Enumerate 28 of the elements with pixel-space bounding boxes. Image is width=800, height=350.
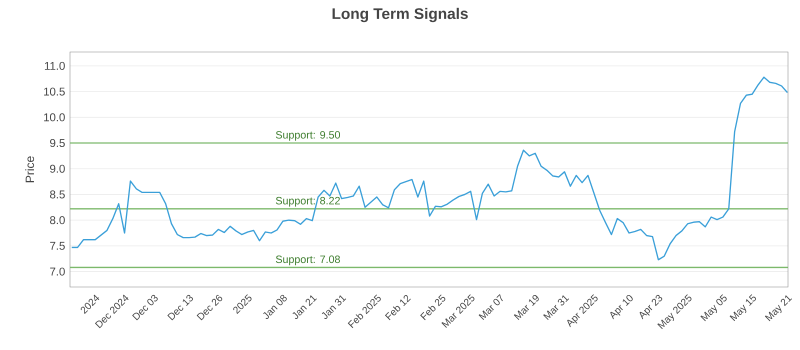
y-tick-label: 9.0: [50, 164, 65, 173]
x-tick-label: Dec 26: [196, 294, 222, 320]
y-tick-label: 7.5: [50, 242, 65, 250]
y-tick-label: 10.0: [44, 113, 65, 122]
x-tick-label: Jan 21: [292, 295, 317, 320]
x-tick-label: Feb 12: [384, 295, 411, 320]
y-tick-label: 11.0: [44, 62, 65, 70]
x-tick-label: Jan 08: [263, 294, 287, 320]
x-tick-label: Mar 07: [478, 294, 503, 320]
ref-line-label: Support: 8.22: [276, 196, 340, 207]
x-tick-label: Apr 23: [640, 294, 662, 320]
x-tick-label: Mar 19: [514, 295, 539, 320]
x-tick-label: May 15: [730, 294, 756, 322]
x-tick-label: Feb 25: [420, 294, 446, 320]
y-tick-label: 7.0: [50, 268, 65, 276]
x-tick-label: Dec 03: [132, 294, 158, 320]
x-tick-label: Jan 31: [322, 295, 346, 320]
x-tick-label: Dec 13: [167, 294, 193, 320]
y-tick-label: 9.5: [50, 139, 65, 148]
chart-title: Long Term Signals: [332, 8, 468, 22]
y-tick-label: 10.5: [44, 88, 65, 96]
y-tick-label: 8.5: [50, 190, 65, 198]
ref-line-label: Support: 7.08: [276, 256, 340, 266]
y-tick-label: 8.0: [50, 216, 65, 224]
y-axis-title: Price: [25, 156, 34, 182]
x-tick-label: Apr 10: [610, 294, 633, 320]
x-tick-label: Mar 31: [543, 295, 570, 320]
ref-line-label: Support: 9.50: [276, 131, 340, 141]
